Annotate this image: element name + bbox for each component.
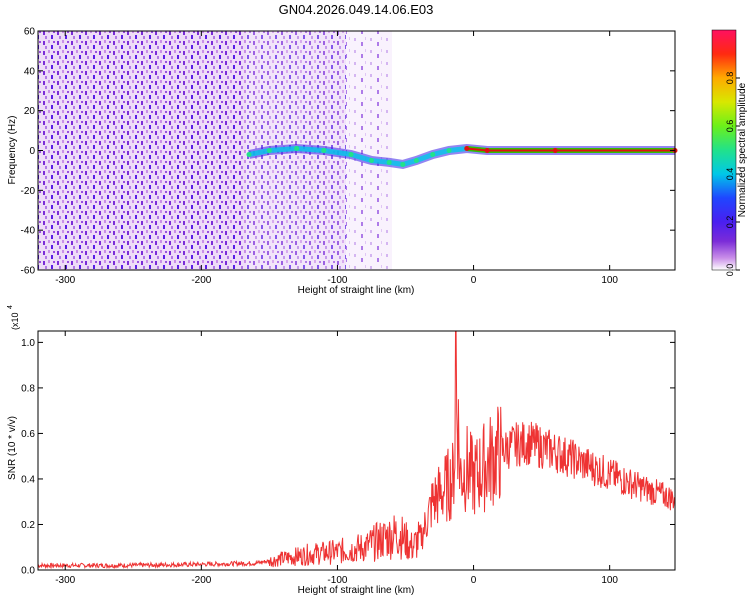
spectrogram-y-label: Frequency (Hz) xyxy=(7,116,18,185)
spectrogram-noise-sparse xyxy=(346,31,392,270)
x-tick-label: -200 xyxy=(191,275,211,286)
y-tick-label: 60 xyxy=(24,27,36,38)
colorbar-tick-label: 0.4 xyxy=(725,168,735,181)
snr-panel: -300 -200 -100 0 100 0.0 0.2 0.4 0.6 0.8 1.0 Heig… xyxy=(7,305,676,596)
x-tick-label: -300 xyxy=(55,575,75,586)
trace-point xyxy=(294,146,300,152)
x-tick-label: 100 xyxy=(601,575,618,586)
colorbar-tick-label: 0.8 xyxy=(725,72,735,85)
colorbar-gradient xyxy=(711,29,737,271)
chart-title: GN04.2026.049.14.06.E03 xyxy=(279,2,434,17)
colorbar: 0.0 0.2 0.4 0.6 0.8 Normalized spectral ampl… xyxy=(711,29,748,277)
snr-x-ticks: -300 -200 -100 0 100 xyxy=(55,331,618,586)
snr-y-multiplier: (x10 4 xyxy=(7,305,20,330)
colorbar-label: Normalized spectral amplitude xyxy=(737,82,748,217)
x-tick-label: 0 xyxy=(471,575,477,586)
y-tick-label: 0.2 xyxy=(21,520,35,531)
snr-frame xyxy=(37,330,676,571)
x-tick-label: -300 xyxy=(55,275,75,286)
snr-x-label: Height of straight line (km) xyxy=(298,585,415,596)
y-tick-label: 0.0 xyxy=(21,566,35,577)
colorbar-tick-label: 0.0 xyxy=(725,264,735,277)
x-tick-label: -100 xyxy=(327,575,347,586)
y-tick-label: -20 xyxy=(21,186,36,197)
snr-series-line xyxy=(37,330,676,570)
spectrogram-trace xyxy=(246,143,678,169)
y-tick-label: -60 xyxy=(21,266,36,277)
trace-point xyxy=(266,148,272,153)
trace-point xyxy=(321,148,327,153)
trace-point xyxy=(400,161,406,167)
trace-point xyxy=(368,157,374,163)
spectrogram-x-label: Height of straight line (km) xyxy=(298,285,415,296)
snr-y-label: SNR (10 * v/v) xyxy=(7,416,18,480)
trace-point xyxy=(413,157,419,163)
spectrogram-x-ticks: -300 -200 -100 0 100 xyxy=(55,31,618,286)
y-tick-label: 0.6 xyxy=(21,429,35,440)
colorbar-tick-label: 0.2 xyxy=(725,216,735,229)
colorbar-ticks: 0.0 0.2 0.4 0.6 0.8 xyxy=(725,72,740,277)
y-tick-label: 40 xyxy=(24,66,36,77)
colorbar-tick-label: 0.6 xyxy=(725,120,735,133)
x-tick-label: 100 xyxy=(601,275,618,286)
x-tick-label: 0 xyxy=(471,275,477,286)
trace-point xyxy=(484,148,490,153)
y-tick-label: 0 xyxy=(29,146,35,157)
y-tick-label: 1.0 xyxy=(21,338,35,349)
spectrogram-noise-dense xyxy=(38,31,246,270)
trace-point xyxy=(348,151,354,157)
snr-multiplier-exp: 4 xyxy=(7,305,14,309)
trace-point xyxy=(246,151,252,157)
trace-point xyxy=(430,151,436,157)
trace-point xyxy=(552,148,558,153)
trace-point xyxy=(446,148,452,153)
spectrogram-y-ticks: -60 -40 -20 0 20 40 60 xyxy=(21,27,675,277)
y-tick-label: 20 xyxy=(24,106,36,117)
trace-point xyxy=(464,146,470,152)
y-tick-label: 0.8 xyxy=(21,383,35,394)
snr-multiplier-base: (x10 xyxy=(10,312,20,330)
x-tick-label: -100 xyxy=(327,275,347,286)
snr-y-ticks: 0.0 0.2 0.4 0.6 0.8 1.0 xyxy=(21,338,675,577)
y-tick-label: 0.4 xyxy=(21,474,35,485)
y-tick-label: -40 xyxy=(21,226,36,237)
x-tick-label: -200 xyxy=(191,575,211,586)
trace-point xyxy=(386,159,392,165)
trace-peak xyxy=(466,147,675,152)
